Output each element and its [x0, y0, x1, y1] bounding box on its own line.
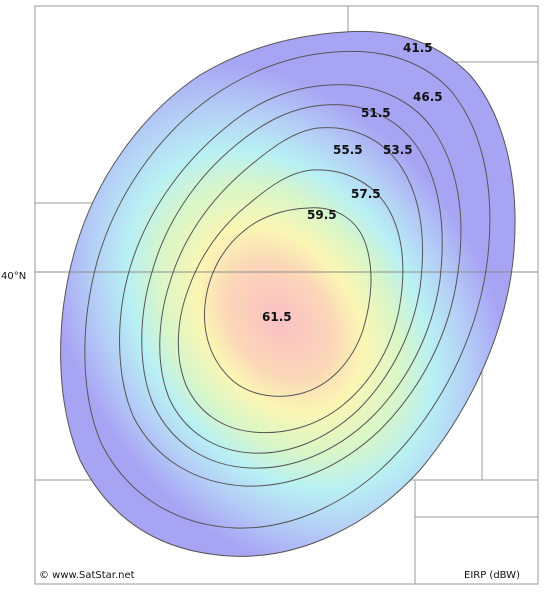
contour-label-53-5: 53.5 [383, 143, 413, 157]
contour-lines [60, 30, 516, 557]
contour-53-5 [141, 104, 443, 469]
contour-label-55-5: 55.5 [333, 143, 363, 157]
contour-label-57-5: 57.5 [351, 187, 381, 201]
beam-footprint-fill [60, 31, 516, 557]
copyright-text: © www.SatStar.net [39, 570, 135, 581]
contour-59-5 [203, 207, 372, 397]
latitude-label: 40°N [1, 271, 26, 282]
legend-unit-label: EIRP (dBW) [464, 570, 520, 581]
contour-41-5 [60, 30, 516, 557]
contour-label-46-5: 46.5 [413, 90, 443, 104]
contour-label-41-5: 41.5 [403, 41, 433, 55]
contour-labels: 41.5 46.5 51.5 53.5 55.5 57.5 59.5 61.5 [262, 41, 443, 324]
contour-51-5 [119, 84, 462, 487]
contour-label-51-5: 51.5 [361, 106, 391, 120]
contour-label-59-5: 59.5 [307, 208, 337, 222]
contour-57-5 [177, 169, 404, 434]
contour-46-5 [84, 50, 491, 529]
contour-55-5 [159, 127, 424, 454]
contour-label-61-5: 61.5 [262, 310, 292, 324]
